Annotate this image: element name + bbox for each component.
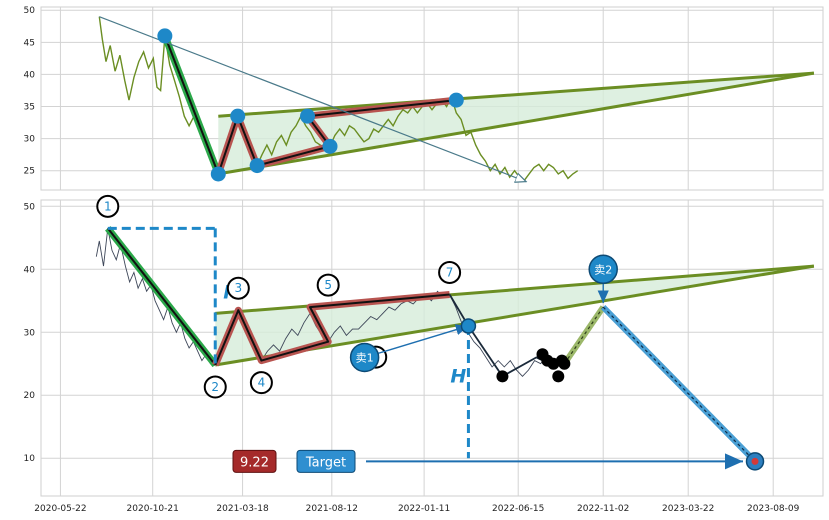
pivot-label-number: 5 xyxy=(324,278,332,292)
down-leg xyxy=(163,35,220,175)
y-tick-label: 50 xyxy=(24,6,36,16)
sell1-connector xyxy=(364,324,469,359)
x-tick-label: 2020-05-22 xyxy=(34,504,86,514)
y-tick-label: 40 xyxy=(24,265,36,275)
projection-down-center xyxy=(602,306,756,462)
sell1-point xyxy=(460,318,477,334)
down-leg xyxy=(107,227,217,366)
pivot-label-circle xyxy=(438,260,462,284)
y-tick-label: 45 xyxy=(24,38,35,48)
x-tick-label: 2022-01-11 xyxy=(398,504,450,514)
pivot-point xyxy=(210,166,226,182)
target-price-box xyxy=(232,449,277,473)
y-tick-label: 25 xyxy=(24,167,35,177)
pivot-label-number: 2 xyxy=(211,380,219,394)
upper-trendline xyxy=(218,71,815,118)
x-axis: 2020-05-22 2020-10-21 2021-03-18 2021-08-12… xyxy=(34,504,799,514)
sell2-label: 卖2 xyxy=(594,263,612,276)
target-price-label: 9.22 xyxy=(240,455,269,470)
sell1-label: 卖1 xyxy=(356,351,374,364)
y-tick-label: 30 xyxy=(24,135,36,145)
x-tick-label: 2021-08-12 xyxy=(306,504,358,514)
actual-point xyxy=(552,370,565,383)
x-tick-label: 2021-03-18 xyxy=(216,504,269,514)
y-tick-label: 50 xyxy=(24,202,36,212)
plot-area xyxy=(40,199,824,497)
sell1-badge xyxy=(349,342,380,373)
y-tick-label: 10 xyxy=(24,454,36,464)
y-tick-label: 35 xyxy=(24,103,35,113)
x-tick-label: 2023-03-22 xyxy=(662,504,714,514)
pivot-label-number: 1 xyxy=(104,199,112,213)
h-measure2-label: H xyxy=(450,366,466,388)
lower-trendline xyxy=(218,71,815,176)
x-tick-label: 2020-10-21 xyxy=(127,504,179,514)
pivot-point xyxy=(157,28,173,44)
pivot-label-circle xyxy=(96,194,120,218)
pivot-label-circle xyxy=(226,276,250,300)
zigzag-line xyxy=(217,99,457,175)
y-tick-label: 20 xyxy=(24,391,36,401)
zigzag-line xyxy=(214,293,450,366)
pivot-label-circle xyxy=(203,375,227,399)
pivot-point xyxy=(249,158,265,174)
pivot-label-number: 4 xyxy=(258,376,266,390)
trend-arrow xyxy=(99,16,526,182)
x-tick-label: 2022-06-15 xyxy=(492,504,544,514)
y-tick-label: 30 xyxy=(24,328,36,338)
bottom-panel: 1020304050HH1234567卖1卖2Target9.22 xyxy=(24,194,824,497)
x-tick-label: 2023-08-09 xyxy=(747,504,800,514)
pivot-label-number: 3 xyxy=(235,281,243,295)
top-panel: 25 30 35 40 45 50 xyxy=(24,6,824,191)
target-marker-center xyxy=(751,457,759,465)
pivot-point xyxy=(322,138,338,154)
sell2-badge xyxy=(588,254,618,285)
target-box xyxy=(296,449,356,473)
pivot-label-number: 7 xyxy=(446,265,454,279)
pivot-point xyxy=(300,108,316,124)
price-line xyxy=(98,16,579,182)
pivot-label-circle xyxy=(316,273,340,297)
projection-up xyxy=(561,305,606,366)
pivot-point xyxy=(230,108,246,124)
target-label: Target xyxy=(305,455,346,470)
actual-point xyxy=(558,357,571,370)
pivot-point xyxy=(448,92,464,108)
x-tick-label: 2022-11-02 xyxy=(577,504,629,514)
pivot-label-circle xyxy=(249,371,273,395)
actual-point xyxy=(496,370,509,383)
y-tick-label: 40 xyxy=(24,70,36,80)
